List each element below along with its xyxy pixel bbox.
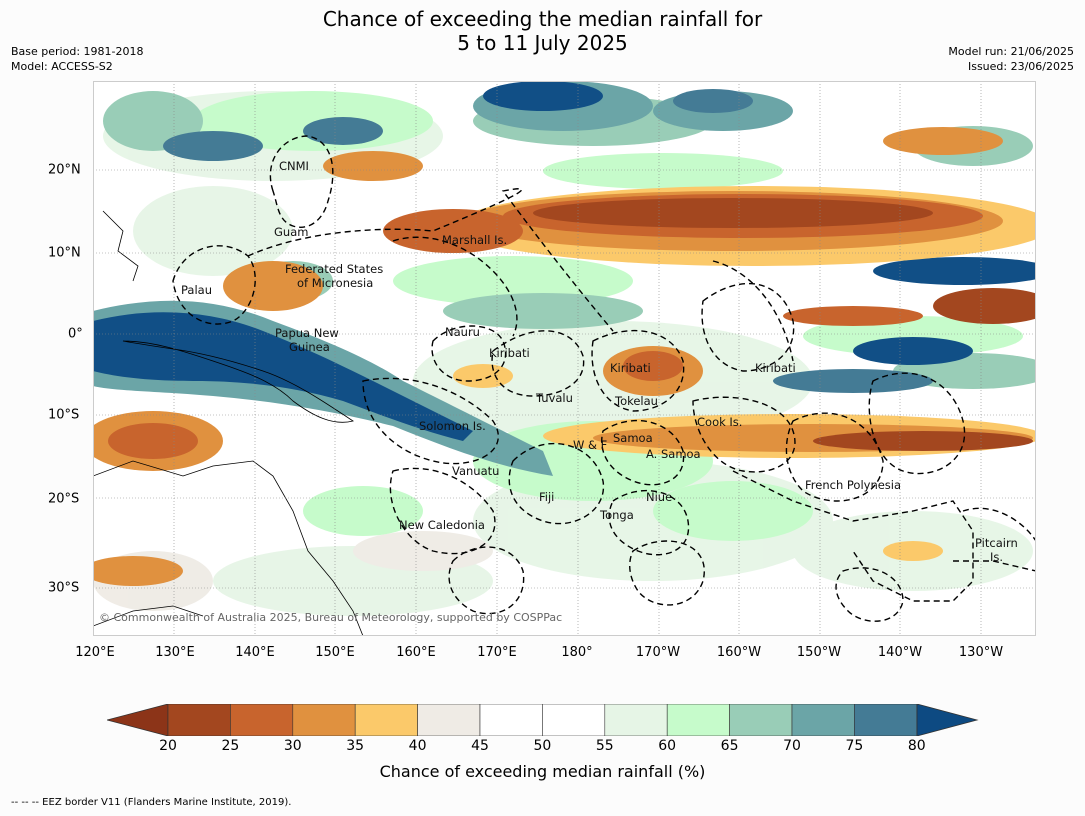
region-label: Palau — [181, 283, 212, 297]
colorbar-tick-label: 20 — [159, 738, 177, 754]
x-tick-label: 130°W — [958, 645, 1004, 660]
coastlines — [93, 210, 364, 636]
x-tick-label: 170°W — [635, 645, 681, 660]
x-tick-label: 130°E — [155, 645, 195, 660]
colorbar-cell — [292, 704, 356, 736]
region-label: French Polynesia — [805, 478, 901, 492]
colorbar-cell — [666, 704, 730, 736]
y-tick-label: 20°S — [48, 491, 80, 507]
colorbar-tick-label: 65 — [720, 738, 739, 754]
colorbar-cell — [854, 704, 918, 736]
colorbar-cell — [354, 704, 418, 736]
y-tick-label: 10°S — [48, 407, 80, 423]
region-label: Pitcairn — [975, 536, 1018, 550]
colorbar — [107, 704, 979, 736]
y-tick-label: 20°N — [48, 162, 81, 178]
graticule — [93, 81, 1036, 636]
region-label: of Micronesia — [297, 276, 373, 290]
colorbar-tick-label: 55 — [595, 738, 614, 754]
colorbar-tick-label: 45 — [471, 738, 489, 754]
region-label: New Caledonia — [399, 518, 485, 532]
colorbar-tick-label: 40 — [408, 738, 427, 754]
colorbar-cell — [542, 704, 606, 736]
colorbar-under-arrow — [107, 704, 169, 736]
y-tick-label: 30°S — [48, 580, 80, 596]
x-tick-label: 160°W — [716, 645, 762, 660]
x-tick-label: 160°E — [396, 645, 436, 660]
region-label: Solomon Is. — [419, 419, 486, 433]
colorbar-over-arrow — [916, 704, 979, 736]
colorbar-tick-label: 30 — [283, 738, 302, 754]
colorbar-tick-label: 75 — [845, 738, 864, 754]
x-tick-label: 140°E — [235, 645, 275, 660]
dry-areas — [93, 127, 1036, 586]
colorbar-tick-label: 60 — [658, 738, 677, 754]
x-tick-label: 120°E — [75, 645, 115, 660]
colorbar-tick-label: 80 — [907, 738, 926, 754]
copyright-credit: © Commonwealth of Australia 2025, Bureau… — [99, 611, 562, 624]
region-label: Guam — [274, 225, 308, 239]
region-label: Is. — [990, 550, 1003, 564]
region-label: Samoa — [613, 431, 653, 445]
base-period: Base period: 1981-2018 — [11, 45, 144, 58]
colorbar-tick-label: 25 — [221, 738, 240, 754]
y-tick-label: 0° — [68, 326, 83, 342]
title-line-2: 5 to 11 July 2025 — [457, 31, 628, 55]
region-label: Fiji — [539, 490, 554, 504]
eez-footnote: -- -- -- EEZ border V11 (Flanders Marine… — [11, 797, 292, 808]
region-label: Nauru — [445, 325, 480, 339]
issued-date: Issued: 23/06/2025 — [967, 60, 1074, 73]
region-label: Tonga — [599, 508, 634, 522]
x-tick-label: 150°E — [315, 645, 355, 660]
colorbar-cell — [417, 704, 481, 736]
region-label: Kiribati — [755, 361, 796, 375]
model-run: Model run: 21/06/2025 — [948, 45, 1074, 58]
map-frame — [93, 81, 1036, 636]
region-label: Kiribati — [610, 361, 651, 375]
x-tick-label: 140°W — [877, 645, 923, 660]
colorbar-cell — [791, 704, 855, 736]
colorbar-cell — [167, 704, 231, 736]
colorbar-title: Chance of exceeding median rainfall (%) — [379, 762, 706, 781]
region-label: Federated States — [285, 262, 383, 276]
region-label: Marshall Is. — [442, 233, 507, 247]
region-label: Cook Is. — [697, 415, 742, 429]
region-label: W & F — [573, 438, 607, 452]
region-label: Kiribati — [489, 346, 530, 360]
colorbar-cells — [167, 704, 918, 736]
x-tick-label: 150°W — [796, 645, 842, 660]
colorbar-tick-label: 50 — [533, 738, 552, 754]
region-labels: CNMI Guam Marshall Is. Federated States … — [181, 159, 1018, 564]
region-label: Guinea — [289, 340, 330, 354]
rainfall-probability-map: CNMI Guam Marshall Is. Federated States … — [93, 81, 1036, 636]
x-tick-label: 170°E — [477, 645, 517, 660]
region-label: Vanuatu — [452, 464, 499, 478]
region-label: Tokelau — [614, 394, 658, 408]
y-tick-label: 10°N — [48, 245, 81, 261]
x-tick-label: 180° — [561, 645, 593, 660]
eez-borders — [172, 135, 1036, 622]
region-label: A. Samoa — [646, 447, 701, 461]
region-label: Tuvalu — [535, 391, 573, 405]
colorbar-tick-label: 35 — [346, 738, 365, 754]
region-label: Papua New — [275, 326, 339, 340]
model-name: Model: ACCESS-S2 — [11, 60, 113, 73]
colorbar-cell — [729, 704, 793, 736]
region-label: Niue — [646, 490, 672, 504]
colorbar-cell — [230, 704, 294, 736]
colorbar-cell — [604, 704, 668, 736]
blue-wet-areas — [93, 81, 1036, 476]
title-line-1: Chance of exceeding the median rainfall … — [322, 7, 763, 31]
colorbar-cell — [479, 704, 543, 736]
colorbar-tick-label: 70 — [783, 738, 801, 754]
region-label: CNMI — [279, 159, 309, 173]
